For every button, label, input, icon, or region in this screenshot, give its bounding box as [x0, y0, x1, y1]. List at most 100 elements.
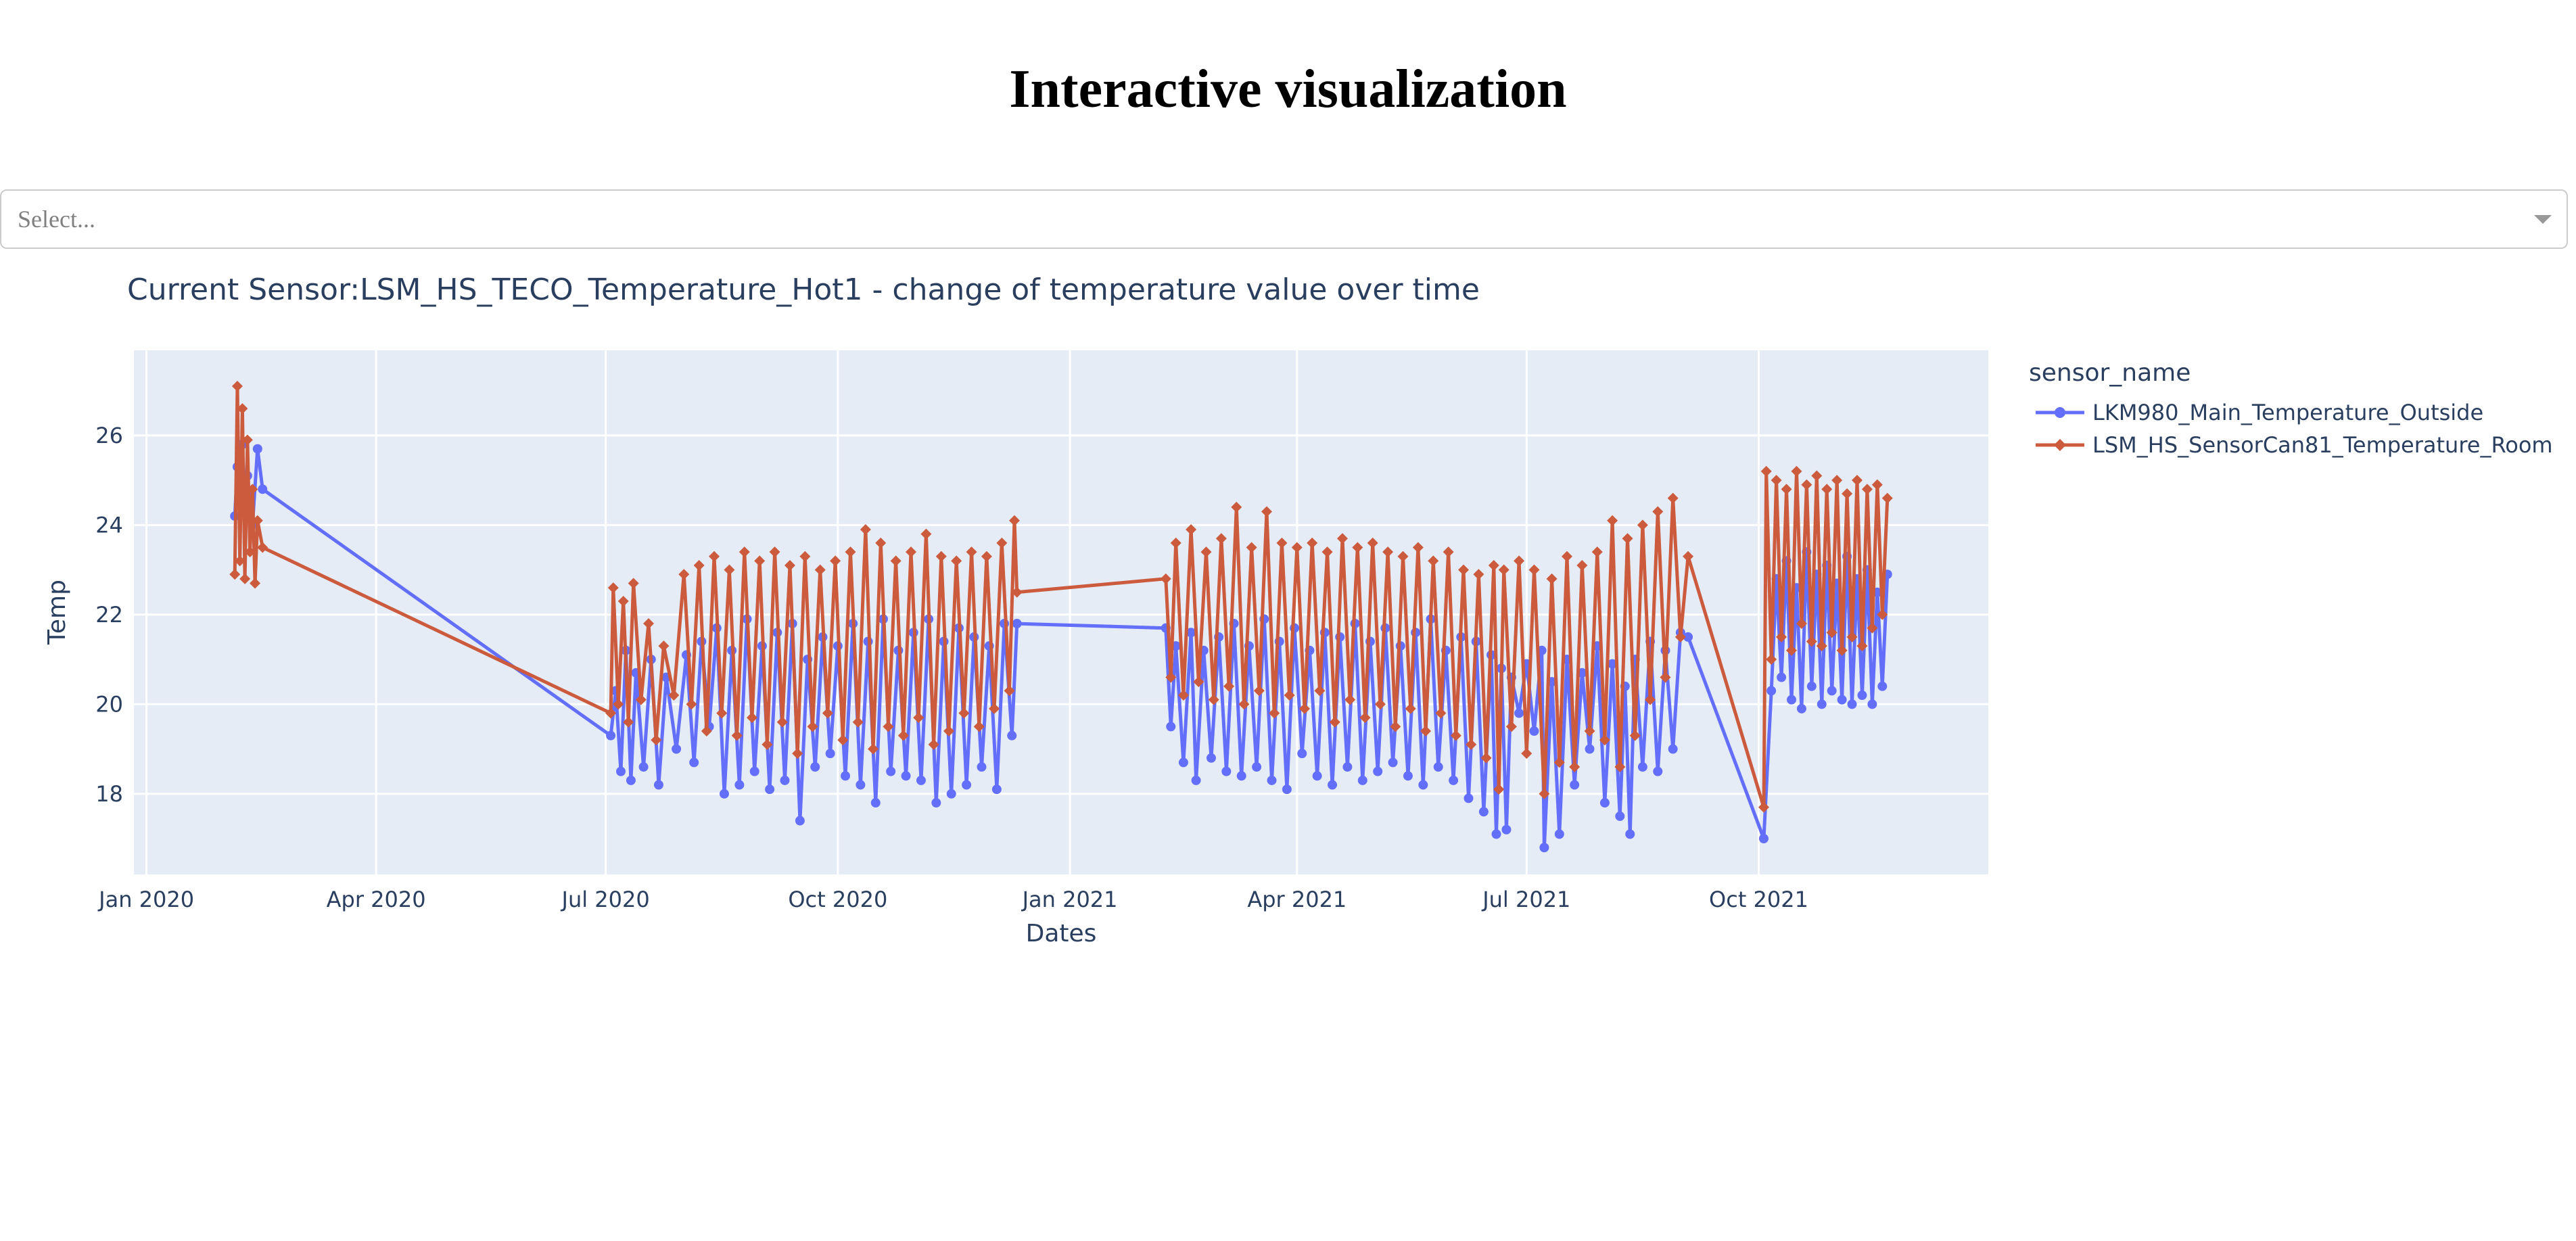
data-point: [792, 748, 803, 759]
data-point: [1405, 703, 1416, 714]
chevron-down-icon[interactable]: [2534, 215, 2552, 224]
data-point: [1806, 681, 1817, 691]
data-point: [241, 434, 253, 446]
data-point: [1645, 694, 1656, 705]
data-point: [1554, 829, 1564, 839]
x-tick-label: Jul 2020: [561, 887, 650, 912]
data-point: [780, 775, 790, 785]
data-point: [810, 762, 820, 772]
data-point: [643, 618, 655, 630]
data-point: [1314, 685, 1326, 697]
data-point: [1359, 712, 1371, 724]
data-point: [886, 766, 896, 776]
data-point: [1297, 749, 1307, 759]
data-point: [1011, 586, 1023, 598]
data-point: [1357, 775, 1367, 785]
data-point: [1282, 785, 1292, 795]
data-point: [1521, 748, 1532, 759]
data-point: [1867, 622, 1878, 634]
data-point: [837, 734, 849, 746]
data-point: [776, 716, 788, 728]
data-point: [623, 716, 634, 728]
data-point: [1342, 762, 1353, 772]
sensor-select-dropdown[interactable]: Select...: [0, 189, 2568, 249]
data-point: [1777, 672, 1787, 682]
data-point: [1569, 762, 1580, 773]
data-point: [1514, 708, 1524, 718]
data-point: [1208, 694, 1219, 705]
x-tick-label: Jan 2021: [1021, 887, 1118, 912]
tick-labels: Jan 2020 Apr 2020 Jul 2020 Oct 2020 Jan 2021…: [95, 423, 1808, 912]
data-point: [1373, 766, 1383, 776]
data-point: [1826, 627, 1837, 638]
data-point: [1827, 686, 1837, 696]
data-point: [928, 739, 939, 750]
data-point: [1223, 680, 1235, 692]
data-point: [1428, 555, 1439, 567]
data-point: [1246, 542, 1257, 553]
data-point: [875, 537, 887, 548]
data-point: [1629, 730, 1641, 741]
data-point: [1328, 780, 1338, 790]
data-point: [731, 730, 743, 741]
data-point: [1397, 551, 1409, 562]
data-point: [247, 484, 258, 495]
data-point: [244, 546, 256, 558]
data-point: [693, 559, 705, 571]
data-point: [672, 744, 682, 754]
data-point: [1505, 721, 1517, 732]
data-point: [1871, 479, 1883, 490]
data-point: [958, 707, 970, 719]
data-point: [1528, 564, 1540, 576]
data-point: [1553, 757, 1565, 768]
data-point: [1420, 726, 1432, 737]
data-point: [1480, 752, 1492, 764]
data-point: [913, 712, 924, 724]
data-point: [1170, 537, 1181, 548]
data-point: [1599, 734, 1610, 746]
data-point: [1857, 690, 1867, 701]
data-point: [638, 762, 649, 772]
y-tick-label: 20: [95, 691, 123, 717]
data-point: [1607, 515, 1618, 526]
data-point: [989, 703, 1000, 714]
legend-item[interactable]: LSM_HS_SensorCan81_Temperature_Room: [2036, 432, 2553, 458]
data-point: [1238, 699, 1250, 710]
data-point: [814, 564, 826, 576]
data-point: [870, 798, 881, 808]
data-point: [1004, 685, 1015, 697]
data-point: [1637, 762, 1647, 772]
data-point: [1012, 619, 1022, 629]
data-point: [1236, 771, 1246, 781]
data-point: [1466, 739, 1477, 750]
data-point: [966, 546, 977, 558]
page-title: Interactive visualization: [1009, 60, 1567, 119]
legend-item[interactable]: LKM980_Main_Temperature_Outside: [2036, 400, 2483, 425]
data-point: [1449, 775, 1459, 785]
data-point: [1191, 775, 1201, 785]
data-point: [1463, 793, 1474, 803]
data-point: [1007, 730, 1017, 741]
data-point: [1186, 628, 1196, 638]
data-point: [1811, 470, 1823, 482]
data-point: [250, 578, 261, 589]
data-point: [1852, 475, 1863, 486]
data-point: [605, 707, 617, 719]
data-point: [716, 707, 728, 719]
data-point: [653, 780, 663, 790]
data-point: [996, 537, 1008, 548]
data-point: [856, 780, 866, 790]
data-point: [1193, 676, 1204, 688]
data-point: [1861, 484, 1873, 495]
data-point: [830, 555, 841, 567]
data-point: [1269, 707, 1280, 719]
data-point: [1668, 744, 1678, 754]
data-point: [1622, 533, 1633, 544]
data-point: [1831, 475, 1843, 486]
data-point: [1846, 631, 1858, 642]
data-point: [1683, 632, 1693, 642]
data-point: [1570, 780, 1580, 790]
data-point: [1760, 465, 1772, 477]
data-point: [1837, 695, 1847, 705]
data-point: [1321, 546, 1333, 558]
